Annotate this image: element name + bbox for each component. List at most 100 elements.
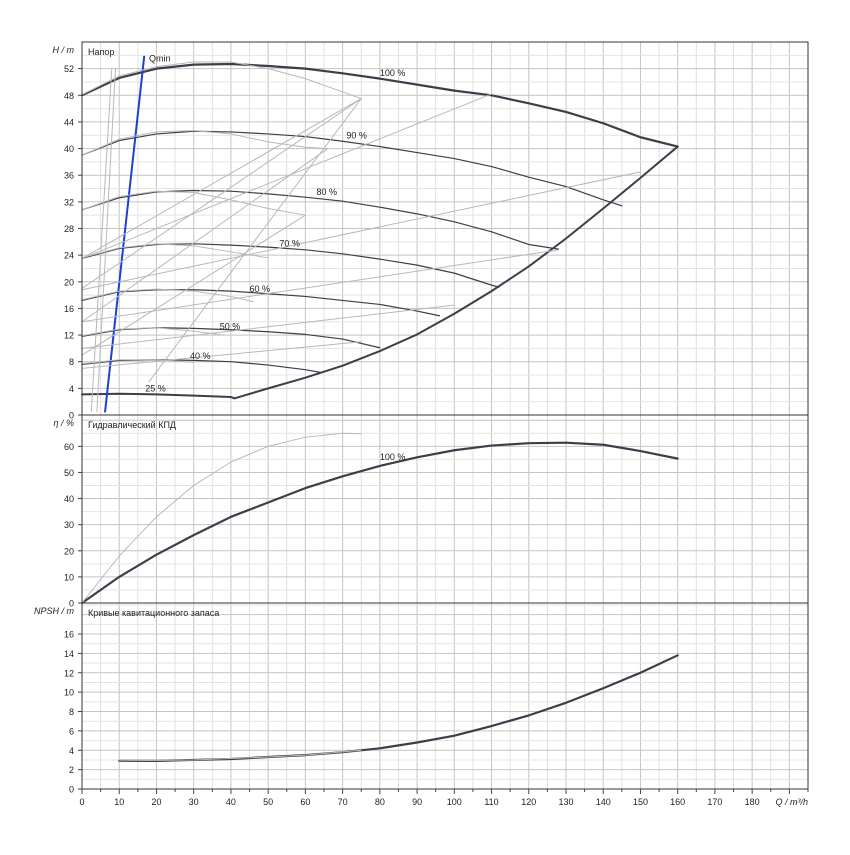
y-tick-label: 40	[64, 494, 74, 504]
series-line	[81, 214, 306, 356]
x-tick-label: 120	[521, 797, 536, 807]
x-tick-label: 130	[558, 797, 573, 807]
y-tick-label: 10	[64, 688, 74, 698]
x-tick-label: 180	[745, 797, 760, 807]
y-tick-label: 36	[64, 171, 74, 181]
series-line	[80, 62, 679, 148]
panel-frame	[81, 602, 809, 790]
series-line	[81, 190, 306, 216]
x-tick-label: 150	[633, 797, 648, 807]
panel-title: Кривые кавитационного запаса	[88, 608, 219, 618]
y-tick-label: 16	[64, 630, 74, 640]
series-label: 100 %	[380, 68, 406, 78]
x-tick-label: 140	[596, 797, 611, 807]
y-tick-label: 8	[69, 707, 74, 717]
y-axis-label: H / m	[53, 45, 75, 55]
y-tick-label: 28	[64, 224, 74, 234]
series-line	[80, 441, 679, 605]
series-line	[90, 68, 113, 413]
y-tick-label: 2	[69, 765, 74, 775]
series-line	[81, 243, 269, 259]
series-line	[81, 130, 623, 207]
panel-frame	[81, 414, 809, 604]
x-tick-label: 170	[707, 797, 722, 807]
series-line	[81, 243, 500, 288]
y-tick-label: 40	[64, 144, 74, 154]
series-line	[81, 341, 362, 369]
y-tick-label: 60	[64, 442, 74, 452]
x-tick-label: 80	[375, 797, 385, 807]
x-tick-label: 70	[338, 797, 348, 807]
y-tick-label: 6	[69, 726, 74, 736]
y-tick-label: 10	[64, 572, 74, 582]
y-tick-label: 20	[64, 277, 74, 287]
y-tick-label: 24	[64, 251, 74, 261]
series-label: 80 %	[317, 187, 338, 197]
x-tick-label: 20	[151, 797, 161, 807]
y-tick-label: 50	[64, 468, 74, 478]
series-line	[81, 359, 195, 365]
y-tick-label: 8	[69, 357, 74, 367]
series-layer	[80, 55, 679, 763]
series-line	[81, 249, 560, 323]
series-line	[81, 98, 362, 259]
series-line	[81, 148, 329, 323]
x-tick-label: 110	[484, 797, 498, 807]
y-tick-label: 12	[64, 331, 74, 341]
x-tick-label: 30	[189, 797, 199, 807]
x-tick-label: 10	[114, 797, 124, 807]
series-label: 25 %	[145, 384, 166, 394]
y-tick-label: 0	[69, 411, 74, 421]
series-line	[81, 130, 329, 156]
series-line	[81, 327, 224, 337]
y-tick-label: 4	[69, 746, 74, 756]
series-label: 60 %	[250, 284, 271, 294]
x-tick-label: 60	[300, 797, 310, 807]
series-label: 70 %	[279, 238, 300, 248]
frame-layer	[78, 41, 809, 794]
x-tick-label: 40	[226, 797, 236, 807]
series-line	[81, 432, 362, 604]
series-line	[81, 304, 455, 349]
panel-title: Гидравлический КПД	[88, 420, 176, 430]
series-line	[81, 98, 362, 289]
y-tick-label: 52	[64, 64, 74, 74]
series-line	[81, 61, 362, 100]
series-line	[96, 68, 117, 413]
y-tick-label: 12	[64, 668, 74, 678]
y-tick-label: 4	[69, 384, 74, 394]
qmin-label: Qmin	[149, 53, 171, 63]
x-tick-label: 160	[670, 797, 685, 807]
x-tick-label: 100	[447, 797, 462, 807]
x-axis-label: Q / m³/h	[775, 797, 808, 807]
x-tick-label: 50	[263, 797, 273, 807]
y-tick-label: 44	[64, 117, 74, 127]
series-line	[233, 145, 679, 400]
y-tick-label: 30	[64, 520, 74, 530]
y-tick-label: 20	[64, 546, 74, 556]
y-tick-label: 32	[64, 197, 74, 207]
series-line	[81, 288, 254, 303]
grid-layer	[82, 42, 808, 789]
x-tick-label: 0	[79, 797, 84, 807]
series-label: 50 %	[220, 322, 241, 332]
y-tick-label: 0	[69, 785, 74, 795]
series-label: 90 %	[346, 131, 367, 141]
y-tick-label: 48	[64, 91, 74, 101]
y-axis-label: NPSH / m	[34, 606, 75, 616]
series-line	[148, 98, 362, 383]
y-axis-label: η / %	[53, 418, 74, 428]
series-line	[118, 749, 362, 762]
y-tick-label: 14	[64, 649, 74, 659]
series-line	[81, 359, 321, 373]
series-label: 40 %	[190, 351, 211, 361]
x-tick-label: 90	[412, 797, 422, 807]
y-tick-label: 0	[69, 599, 74, 609]
y-tick-label: 16	[64, 304, 74, 314]
series-label: 100 %	[380, 452, 406, 462]
series-line	[81, 171, 641, 291]
panel-title: Напор	[88, 47, 114, 57]
